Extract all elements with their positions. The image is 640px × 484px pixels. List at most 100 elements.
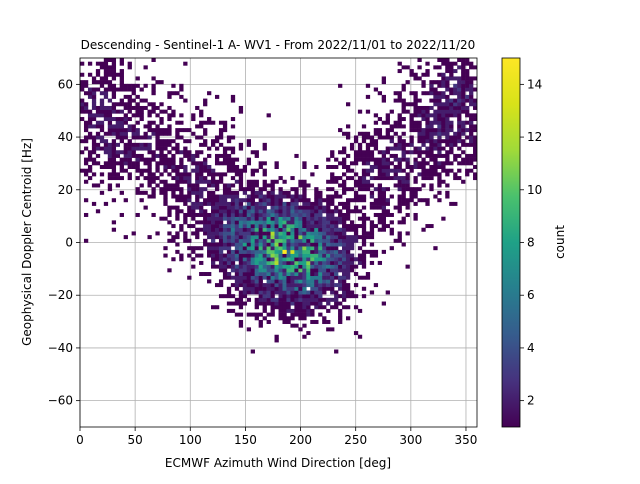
heatmap-cell xyxy=(119,117,124,122)
heatmap-cell xyxy=(238,319,244,324)
heatmap-cell xyxy=(417,135,422,140)
heatmap-cell xyxy=(107,117,113,122)
heatmap-cell xyxy=(449,91,454,96)
heatmap-cell xyxy=(214,183,220,188)
heatmap-cell xyxy=(314,209,319,214)
heatmap-cell xyxy=(123,146,128,151)
heatmap-cell xyxy=(278,312,283,317)
heatmap-cell xyxy=(195,135,200,140)
heatmap-cell xyxy=(155,135,160,140)
heatmap-cell xyxy=(369,139,375,144)
heatmap-cell xyxy=(95,69,101,74)
heatmap-cell xyxy=(385,131,390,136)
heatmap-cell xyxy=(318,235,323,240)
heatmap-cell xyxy=(457,65,462,70)
heatmap-cell xyxy=(338,275,343,280)
heatmap-cell xyxy=(310,242,315,247)
heatmap-cell xyxy=(353,135,359,140)
heatmap-cell xyxy=(95,153,101,158)
heatmap-cell xyxy=(330,150,335,155)
heatmap-cell xyxy=(409,128,414,133)
heatmap-cell xyxy=(139,105,144,110)
heatmap-cell xyxy=(445,83,450,88)
heatmap-cell xyxy=(107,165,113,169)
heatmap-cell xyxy=(405,102,410,107)
heatmap-cell xyxy=(381,301,386,306)
heatmap-cell xyxy=(314,268,319,273)
heatmap-cell xyxy=(83,124,89,129)
heatmap-cell xyxy=(183,61,188,66)
heatmap-cell xyxy=(238,290,244,295)
heatmap-cell xyxy=(226,224,232,229)
heatmap-cell xyxy=(199,190,204,195)
heatmap-cell xyxy=(254,290,259,295)
heatmap-cell xyxy=(266,183,271,188)
heatmap-cell xyxy=(266,190,271,195)
heatmap-cell xyxy=(195,153,200,158)
heatmap-cell xyxy=(449,150,454,155)
heatmap-cell xyxy=(349,142,355,147)
heatmap-cell xyxy=(119,150,124,155)
heatmap-cell xyxy=(111,94,117,99)
heatmap-cell xyxy=(234,227,240,232)
heatmap-cell xyxy=(457,128,462,133)
heatmap-cell xyxy=(191,153,196,158)
heatmap-cell xyxy=(234,272,240,277)
heatmap-cell xyxy=(417,146,422,151)
heatmap-cell xyxy=(250,290,255,295)
heatmap-cell xyxy=(361,183,367,188)
heatmap-cell xyxy=(191,131,196,136)
heatmap-cell xyxy=(218,179,224,184)
heatmap-cell xyxy=(258,323,263,328)
heatmap-cell xyxy=(270,290,275,295)
heatmap-cell xyxy=(345,153,351,158)
heatmap-cell xyxy=(401,153,406,158)
heatmap-cell xyxy=(345,187,351,192)
heatmap-cell xyxy=(103,165,109,169)
heatmap-cell xyxy=(290,212,295,217)
heatmap-cell xyxy=(338,294,343,299)
heatmap-cell xyxy=(258,198,263,203)
heatmap-cell xyxy=(445,135,450,140)
heatmap-cell xyxy=(266,319,271,324)
heatmap-cell xyxy=(441,179,446,184)
heatmap-cell xyxy=(103,58,109,62)
heatmap-cell xyxy=(242,257,248,262)
heatmap-cell xyxy=(143,65,148,70)
heatmap-cell xyxy=(211,212,216,217)
heatmap-cell xyxy=(167,268,172,273)
heatmap-cell xyxy=(211,231,216,236)
heatmap-cell xyxy=(298,179,303,184)
heatmap-cell xyxy=(211,260,216,265)
heatmap-cell xyxy=(330,231,335,236)
heatmap-cell xyxy=(218,279,224,284)
heatmap-cell xyxy=(449,201,454,206)
heatmap-cell xyxy=(429,150,434,155)
heatmap-cell xyxy=(413,102,418,107)
heatmap-cell xyxy=(179,224,184,229)
heatmap-cell xyxy=(175,172,180,177)
heatmap-cell xyxy=(270,227,275,232)
heatmap-cell xyxy=(298,297,303,302)
heatmap-cell xyxy=(294,297,299,302)
heatmap-cell xyxy=(290,275,295,280)
heatmap-cell xyxy=(191,183,196,188)
heatmap-cell xyxy=(357,142,363,147)
heatmap-cell xyxy=(238,105,244,110)
heatmap-cell xyxy=(278,279,283,284)
heatmap-cell xyxy=(397,179,402,184)
heatmap-cell xyxy=(238,312,244,317)
heatmap-cell xyxy=(401,102,406,107)
heatmap-cell xyxy=(207,194,212,199)
heatmap-cell xyxy=(127,124,132,129)
heatmap-cell xyxy=(151,212,156,217)
heatmap-cell xyxy=(242,260,248,265)
heatmap-cell xyxy=(199,227,204,232)
heatmap-cell xyxy=(266,272,271,277)
heatmap-cell xyxy=(246,283,252,288)
heatmap-cell xyxy=(381,198,386,203)
heatmap-cell xyxy=(278,316,283,321)
heatmap-cell xyxy=(155,131,160,136)
heatmap-cell xyxy=(302,231,307,236)
heatmap-cell xyxy=(357,275,363,280)
